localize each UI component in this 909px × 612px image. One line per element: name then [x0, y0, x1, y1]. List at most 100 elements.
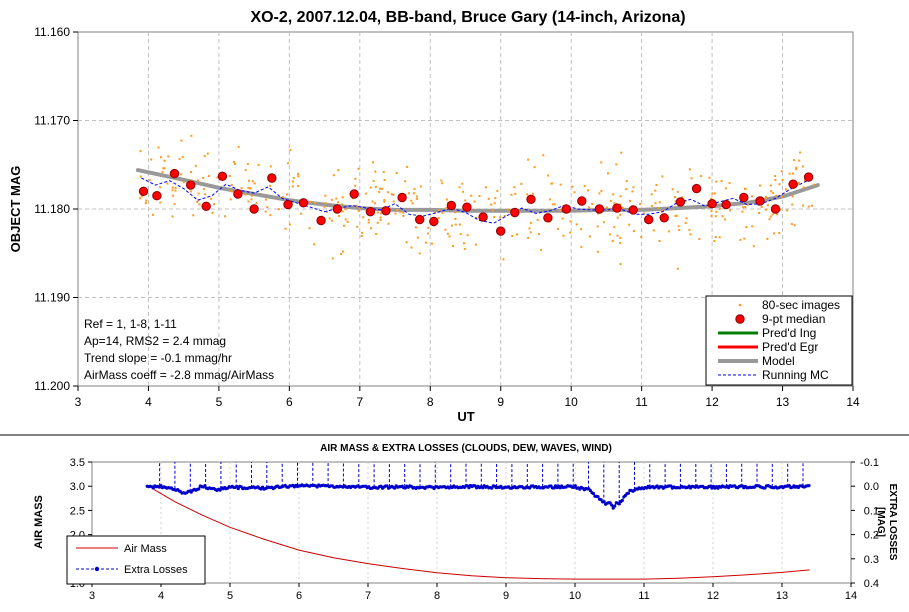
scatter-point — [613, 226, 616, 229]
scatter-point — [616, 234, 619, 237]
scatter-point — [632, 186, 635, 189]
bottom-x-tick-label: 14 — [845, 590, 857, 602]
scatter-point — [785, 188, 787, 191]
scatter-point — [207, 175, 210, 177]
median-point — [201, 201, 211, 212]
median-point — [644, 214, 654, 225]
top-y-tick-label: 11.200 — [34, 379, 70, 393]
top-x-tick-label: 11 — [635, 395, 648, 409]
scatter-point — [745, 226, 748, 229]
scatter-point — [297, 172, 300, 175]
scatter-point — [314, 202, 317, 204]
top-y-axis-label: OBJECT MAG — [8, 166, 23, 253]
scatter-point — [678, 229, 681, 231]
top-x-tick-label: 3 — [75, 395, 82, 409]
median-point — [659, 213, 669, 223]
scatter-point — [157, 146, 160, 149]
scatter-point — [160, 156, 162, 159]
scatter-point — [768, 218, 771, 221]
scatter-point — [775, 194, 778, 197]
scatter-point — [344, 208, 347, 211]
scatter-point — [233, 160, 235, 163]
scatter-point — [774, 175, 777, 177]
scatter-point — [661, 175, 664, 178]
scatter-point — [812, 183, 815, 186]
running-mc-line — [141, 177, 808, 224]
scatter-point — [724, 187, 727, 190]
scatter-point — [269, 214, 272, 217]
scatter-point — [470, 194, 473, 197]
scatter-point — [173, 203, 176, 206]
top-x-tick-label: 10 — [565, 395, 579, 409]
legend-marker-losses — [94, 566, 100, 572]
scatter-point — [328, 217, 331, 220]
annotation-airmass-coeff: AirMass coeff = -2.8 mmag/AirMass — [84, 368, 274, 382]
scatter-point — [536, 218, 539, 221]
scatter-point — [446, 232, 449, 235]
scatter-point — [746, 203, 749, 206]
scatter-point — [383, 199, 386, 201]
scatter-point — [145, 199, 148, 202]
scatter-point — [178, 157, 181, 160]
scatter-point — [459, 223, 461, 226]
scatter-point — [625, 180, 628, 183]
scatter-point — [196, 179, 199, 182]
extra-losses-point — [596, 495, 600, 499]
scatter-point — [374, 170, 377, 173]
scatter-point — [671, 188, 674, 191]
scatter-point — [676, 190, 679, 193]
annotation-ap-rms: Ap=14, RMS2 = 2.4 mmag — [84, 334, 226, 348]
scatter-point — [529, 231, 532, 234]
scatter-point — [174, 186, 177, 189]
scatter-point — [807, 205, 810, 208]
scatter-point — [337, 201, 339, 204]
scatter-point — [706, 205, 709, 208]
scatter-point — [557, 227, 560, 230]
scatter-point — [197, 192, 200, 195]
scatter-point — [474, 243, 477, 246]
scatter-point — [511, 235, 514, 237]
scatter-point — [708, 176, 711, 179]
median-point — [707, 199, 717, 209]
scatter-point — [493, 216, 496, 218]
scatter-point — [266, 206, 269, 209]
scatter-point — [413, 188, 416, 190]
scatter-point — [494, 197, 497, 200]
scatter-point — [458, 186, 461, 189]
scatter-point — [394, 212, 397, 215]
scatter-point — [330, 198, 333, 201]
scatter-point — [492, 209, 494, 212]
scatter-point — [437, 217, 440, 220]
scatter-point — [547, 174, 550, 177]
top-x-tick-label: 8 — [427, 395, 434, 409]
top-x-axis-label: UT — [457, 409, 474, 424]
scatter-point — [300, 212, 303, 215]
scatter-point — [591, 203, 594, 205]
scatter-point — [607, 172, 609, 175]
scatter-point — [402, 214, 405, 217]
scatter-point — [444, 228, 447, 231]
scatter-point — [190, 171, 193, 173]
scatter-point — [332, 174, 335, 177]
scatter-point — [600, 161, 603, 164]
bottom-y2-tick-label: -0.1 — [860, 457, 879, 469]
scatter-point — [269, 184, 272, 187]
scatter-point — [159, 186, 162, 189]
top-legend: 80-sec images 9-pt median Pred'd Ing Pre… — [705, 295, 853, 386]
scatter-point — [743, 187, 746, 190]
scatter-point — [620, 151, 623, 154]
scatter-point — [375, 233, 378, 235]
median-point — [169, 168, 180, 179]
scatter-point — [750, 195, 753, 198]
scatter-point — [374, 185, 377, 188]
scatter-point — [202, 188, 205, 191]
median-point — [496, 226, 506, 236]
scatter-point — [752, 245, 755, 248]
scatter-point — [341, 196, 344, 199]
median-point — [332, 204, 342, 214]
scatter-point — [559, 209, 562, 212]
median-point — [316, 215, 326, 226]
scatter-point — [527, 236, 529, 239]
scatter-point — [799, 151, 802, 154]
top-y-tick-label: 11.190 — [34, 291, 70, 305]
